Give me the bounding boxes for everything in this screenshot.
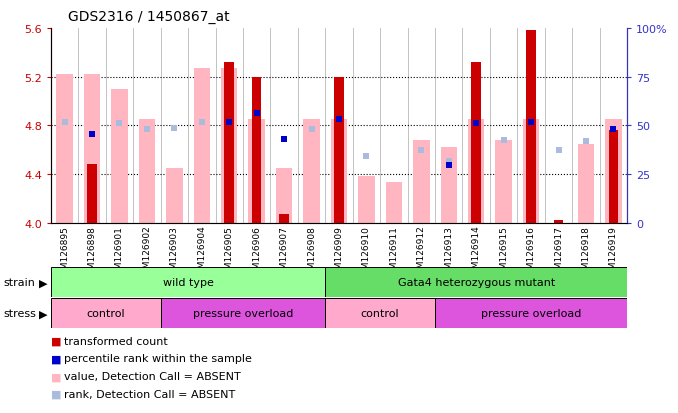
Text: GSM126904: GSM126904 [197,225,206,280]
Bar [331,120,347,223]
Bar [139,120,155,223]
Bar [111,90,127,223]
Bar [526,31,536,223]
Bar [325,268,627,297]
Bar [221,69,237,223]
Text: GSM126918: GSM126918 [582,225,591,280]
Bar [523,120,539,223]
Text: GSM126903: GSM126903 [170,225,179,280]
Text: percentile rank within the sample: percentile rank within the sample [64,354,252,363]
Bar [276,169,292,223]
Text: GSM126910: GSM126910 [362,225,371,280]
Text: GSM126917: GSM126917 [554,225,563,280]
Bar [56,75,73,223]
Text: pressure overload: pressure overload [481,309,581,318]
Bar [51,268,325,297]
Bar [252,77,262,223]
Text: GSM126902: GSM126902 [142,225,151,280]
Bar [51,299,161,328]
Text: GSM126919: GSM126919 [609,225,618,280]
Bar [325,299,435,328]
Text: ▶: ▶ [39,309,47,318]
Bar [554,221,563,223]
Text: GSM126907: GSM126907 [279,225,289,280]
Bar [578,144,594,223]
Text: GSM126898: GSM126898 [87,225,96,280]
Text: GSM126916: GSM126916 [527,225,536,280]
Bar [605,120,622,223]
Bar [303,120,320,223]
Text: wild type: wild type [163,278,214,287]
Bar [84,75,100,223]
Text: GSM126915: GSM126915 [499,225,508,280]
Text: strain: strain [3,278,35,287]
Text: GSM126914: GSM126914 [472,225,481,280]
Text: GSM126901: GSM126901 [115,225,124,280]
Bar [193,69,210,223]
Bar [87,165,97,223]
Text: rank, Detection Call = ABSENT: rank, Detection Call = ABSENT [64,389,236,399]
Text: GSM126905: GSM126905 [224,225,234,280]
Bar [496,140,512,223]
Text: control: control [361,309,399,318]
Bar [441,148,457,223]
Text: GSM126909: GSM126909 [334,225,344,280]
Text: transformed count: transformed count [64,336,168,346]
Text: value, Detection Call = ABSENT: value, Detection Call = ABSENT [64,371,241,381]
Text: stress: stress [3,309,36,318]
Text: ■: ■ [51,336,61,346]
Bar [413,140,430,223]
Text: pressure overload: pressure overload [193,309,293,318]
Text: GSM126912: GSM126912 [417,225,426,280]
Bar [471,63,481,223]
Text: GDS2316 / 1450867_at: GDS2316 / 1450867_at [68,10,229,24]
Text: GSM126895: GSM126895 [60,225,69,280]
Bar [468,120,485,223]
Text: GSM126911: GSM126911 [389,225,399,280]
Text: GSM126906: GSM126906 [252,225,261,280]
Text: ▶: ▶ [39,278,47,287]
Text: control: control [86,309,125,318]
Bar [279,214,289,223]
Text: ■: ■ [51,354,61,363]
Bar [166,169,182,223]
Bar [386,183,402,223]
Bar [161,299,325,328]
Bar [435,299,627,328]
Bar [224,63,234,223]
Bar [609,131,618,223]
Bar [358,177,375,223]
Text: GSM126913: GSM126913 [444,225,454,280]
Text: ■: ■ [51,389,61,399]
Bar [248,120,265,223]
Text: Gata4 heterozygous mutant: Gata4 heterozygous mutant [397,278,555,287]
Text: GSM126908: GSM126908 [307,225,316,280]
Text: ■: ■ [51,371,61,381]
Bar [334,77,344,223]
